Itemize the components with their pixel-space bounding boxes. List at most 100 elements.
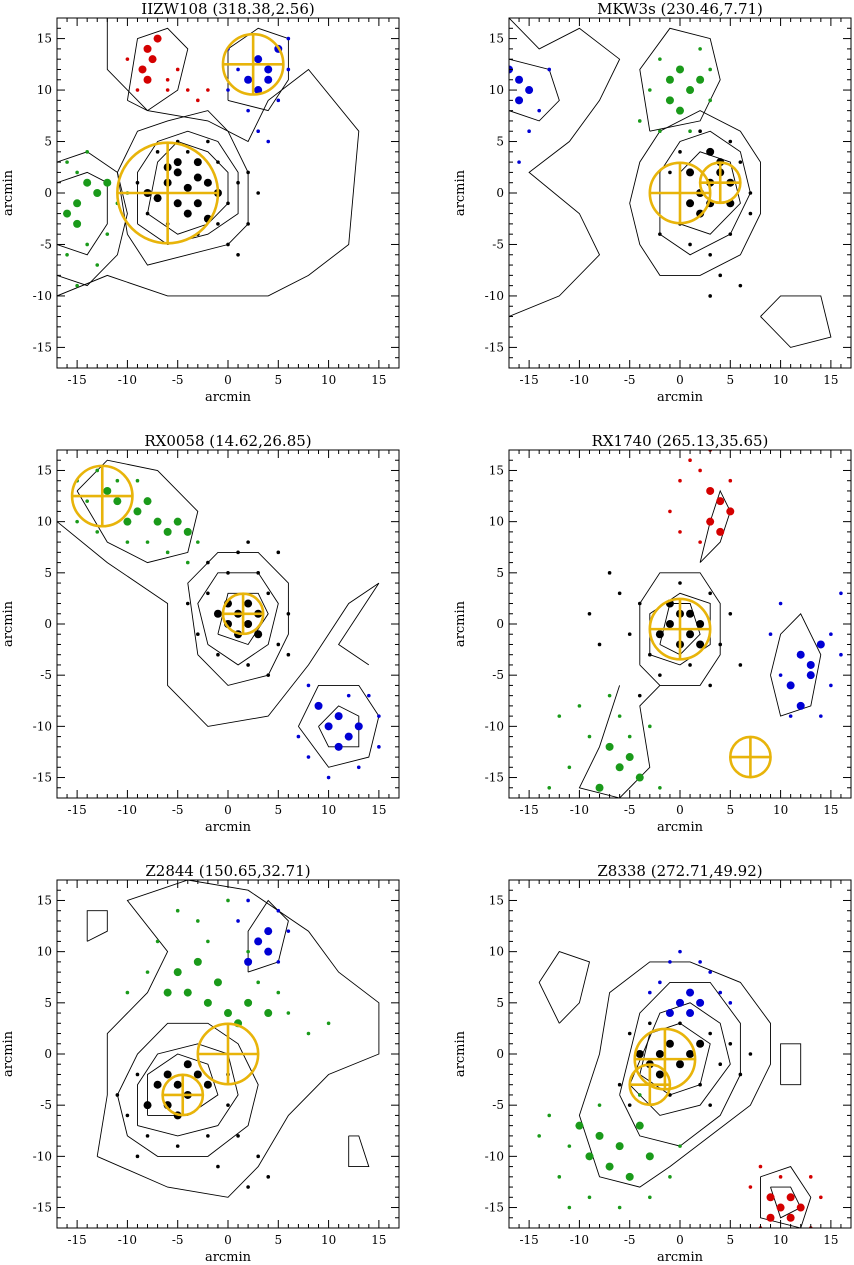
panel-title: IIZW108 (318.38,2.56) — [141, 0, 314, 18]
y-tick-label: 15 — [489, 32, 504, 46]
y-tick-label: 10 — [37, 515, 52, 529]
galaxy-point-small — [637, 119, 642, 123]
galaxy-point-large — [806, 671, 815, 680]
galaxy-point-small — [587, 734, 592, 739]
contour-line — [247, 899, 289, 973]
galaxy-point-small — [597, 1103, 602, 1107]
galaxy-point-small — [286, 611, 291, 616]
galaxy-point-small — [668, 509, 672, 514]
x-axis-label: arcmin — [205, 390, 252, 405]
galaxy-point-large — [796, 650, 805, 659]
galaxy-point-small — [266, 673, 271, 677]
panel-3: -15 -10 -5 0 5 10 15 -15 -10 -5 0 5 10 15 arcmin arcmin… — [1, 432, 400, 835]
galaxy-point-small — [326, 775, 331, 780]
galaxy-point-large — [264, 927, 273, 936]
galaxy-point-small — [668, 1175, 672, 1179]
y-tick-label: 0 — [496, 186, 504, 200]
y-tick-label: 5 — [44, 566, 52, 580]
x-tick-label: 15 — [371, 373, 386, 387]
galaxy-point-small — [688, 242, 692, 247]
galaxy-point-small — [627, 734, 632, 739]
y-axis-label: arcmin — [1, 1030, 16, 1077]
galaxy-point-large — [244, 75, 253, 84]
galaxy-point-small — [356, 765, 361, 770]
panel-2: -15 -10 -5 0 5 10 15 -15 -10 -5 0 5 10 15 arcmin arcmin… — [453, 0, 852, 405]
y-tick-label: -5 — [492, 1098, 504, 1112]
galaxy-point-small — [266, 139, 271, 144]
galaxy-point-large — [816, 640, 825, 649]
contour-line — [187, 551, 289, 686]
galaxy-point-small — [135, 88, 140, 92]
galaxy-point-small — [738, 663, 743, 667]
galaxy-point-small — [819, 1195, 823, 1200]
contour-line — [639, 572, 721, 686]
galaxy-point-large — [123, 517, 132, 526]
galaxy-point-large — [153, 194, 162, 203]
galaxy-point-small — [748, 1052, 753, 1056]
galaxy-point-small — [617, 591, 622, 596]
galaxy-point-small — [75, 283, 79, 288]
y-tick-label: 15 — [37, 463, 52, 477]
galaxy-point-small — [708, 252, 712, 257]
galaxy-point-large — [153, 1080, 162, 1089]
galaxy-point-large — [706, 147, 715, 156]
galaxy-point-small — [718, 642, 723, 647]
galaxy-point-small — [95, 468, 100, 473]
galaxy-point-small — [206, 1134, 210, 1138]
galaxy-point-small — [236, 67, 240, 72]
galaxy-point-small — [256, 129, 260, 134]
contour-line — [116, 110, 249, 266]
galaxy-point-small — [768, 632, 773, 637]
galaxy-point-small — [698, 960, 702, 964]
panel-title: Z2844 (150.65,32.71) — [145, 862, 310, 880]
galaxy-point-small — [246, 663, 250, 667]
galaxy-point-large — [193, 1070, 202, 1079]
galaxy-point-small — [748, 1185, 753, 1189]
galaxy-point-large — [354, 722, 363, 731]
contour-line — [509, 18, 621, 317]
galaxy-point-large — [193, 199, 202, 208]
galaxy-point-small — [196, 98, 200, 103]
galaxy-point-small — [196, 919, 200, 923]
galaxy-point-small — [577, 704, 582, 708]
panel-5: -15 -10 -5 0 5 10 15 -15 -10 -5 0 5 10 15 arcmin arcmin… — [1, 862, 400, 1265]
galaxy-point-large — [686, 630, 695, 639]
x-axis-label: arcmin — [657, 820, 704, 835]
contour-line — [770, 1186, 802, 1219]
galaxy-point-small — [326, 1021, 331, 1026]
galaxy-point-small — [306, 755, 311, 759]
galaxy-point-small — [748, 211, 753, 216]
y-tick-label: -5 — [40, 237, 52, 251]
galaxy-point-small — [708, 970, 712, 974]
x-tick-label: 10 — [321, 1233, 336, 1247]
galaxy-point-large — [525, 86, 534, 95]
galaxy-point-small — [165, 88, 170, 92]
galaxy-point-small — [185, 150, 190, 154]
cluster-center-marker — [221, 592, 265, 636]
galaxy-point-small — [738, 283, 743, 288]
galaxy-point-large — [786, 1213, 795, 1222]
y-tick-label: 5 — [44, 135, 52, 149]
galaxy-point-large — [93, 189, 102, 197]
galaxy-point-small — [728, 611, 733, 616]
galaxy-point-small — [306, 1031, 311, 1036]
plot-area — [537, 949, 823, 1228]
galaxy-point-small — [276, 960, 281, 964]
galaxy-point-small — [115, 1093, 120, 1097]
galaxy-point-small — [95, 530, 100, 534]
galaxy-point-large — [143, 75, 152, 84]
galaxy-point-large — [635, 773, 644, 782]
y-tick-label: 10 — [37, 83, 52, 97]
y-tick-label: -10 — [485, 719, 504, 733]
galaxy-point-small — [839, 652, 843, 657]
galaxy-point-large — [183, 209, 192, 218]
galaxy-point-small — [587, 611, 592, 616]
galaxy-point-large — [143, 44, 152, 53]
galaxy-point-small — [648, 652, 652, 657]
galaxy-point-large — [244, 998, 253, 1007]
contour-line — [629, 110, 761, 276]
galaxy-point-large — [163, 1070, 172, 1079]
plot-area — [57, 459, 381, 780]
galaxy-point-small — [216, 1164, 220, 1169]
